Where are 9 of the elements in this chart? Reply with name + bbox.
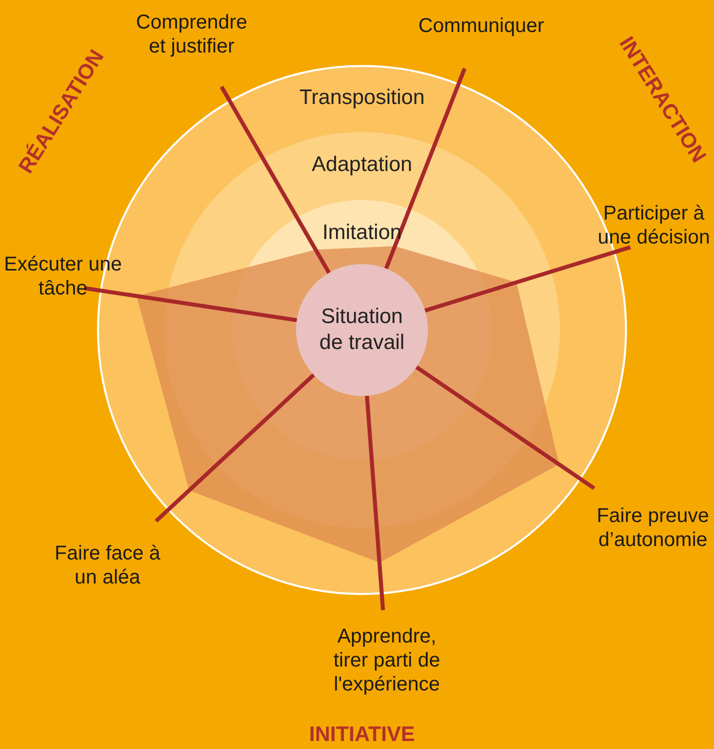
- spoke-label: Faire preuve d’autonomie: [596, 504, 710, 551]
- text: Situation de travail: [318, 304, 406, 356]
- text: Adaptation: [312, 152, 412, 178]
- text: Transposition: [299, 85, 425, 111]
- spoke-label: Faire face à un aléa: [54, 542, 162, 589]
- spoke-label: Communiquer: [418, 14, 544, 37]
- spoke-label: Comprendre et justifier: [136, 11, 248, 58]
- spoke-label: Apprendre, tirer parti de l'expérience: [333, 626, 440, 696]
- text: INITIATIVE: [309, 722, 415, 748]
